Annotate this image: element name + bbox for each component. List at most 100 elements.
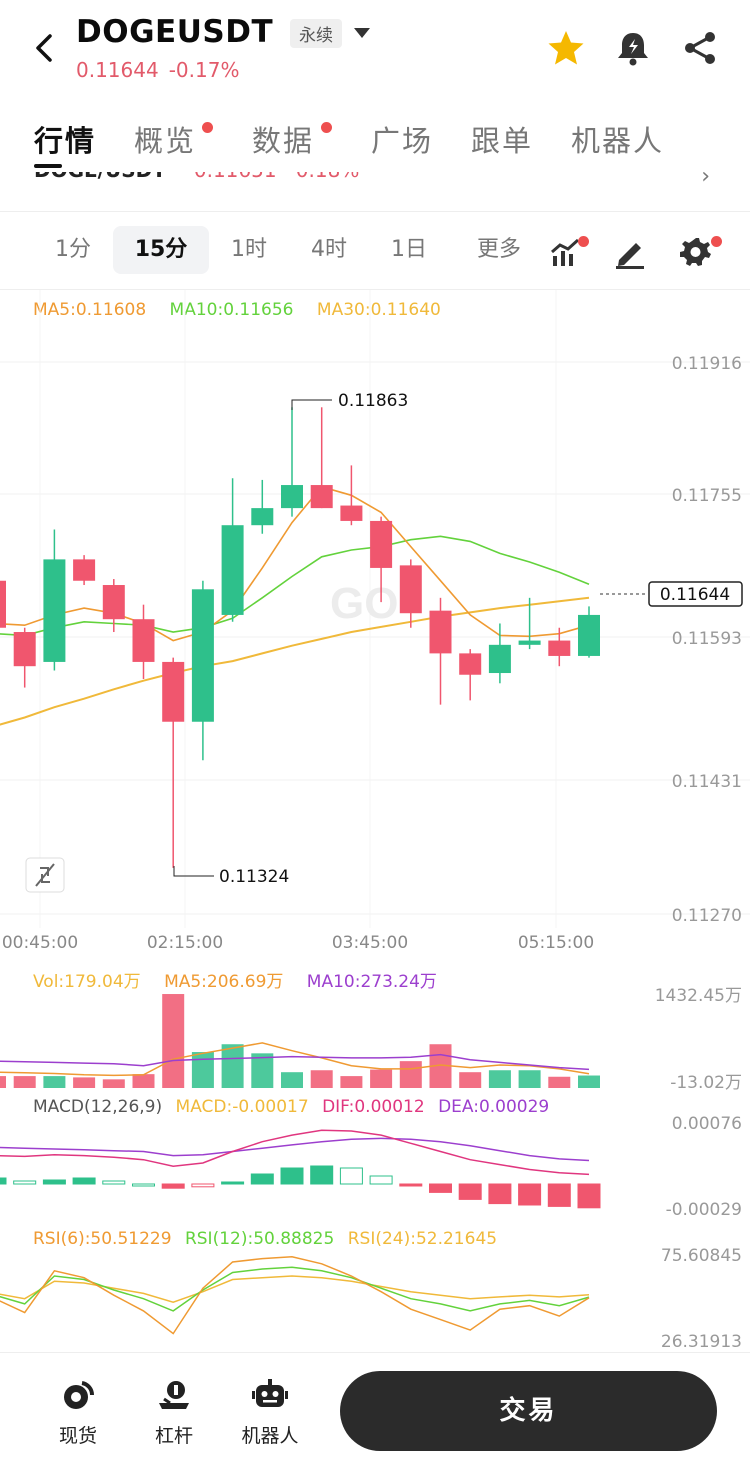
volume-bar	[0, 1076, 6, 1088]
chart-grid	[0, 290, 750, 928]
spot-coin-icon	[64, 1381, 95, 1409]
tab-data[interactable]: 数据	[252, 124, 315, 158]
candle-body	[340, 505, 363, 521]
macd-histogram-bar	[399, 1183, 423, 1187]
candle-body	[429, 610, 452, 654]
rsi6-value: RSI(6):50.51229	[33, 1229, 172, 1249]
trade-button[interactable]: 交易	[340, 1371, 717, 1451]
spot-nav[interactable]: 现货	[38, 1377, 118, 1448]
share-icon[interactable]	[680, 28, 720, 68]
back-arrow-icon[interactable]	[28, 30, 64, 66]
rsi-tick: 75.60845	[661, 1246, 742, 1266]
price-tick: 0.11593	[672, 629, 742, 649]
macd-histogram-bar	[369, 1175, 393, 1185]
notification-dot	[711, 236, 722, 247]
rsi-pane	[0, 1256, 590, 1335]
candles	[0, 407, 600, 868]
vol-ma10-value: MA10:273.24万	[306, 972, 437, 992]
candle-body	[488, 644, 511, 674]
macd-histogram-bar	[458, 1183, 482, 1200]
rsi12-line	[0, 1266, 590, 1312]
volume-bar	[281, 1072, 303, 1088]
ma10-line	[0, 535, 590, 637]
candle-body	[191, 589, 214, 722]
tab-market[interactable]: 行情	[34, 124, 97, 158]
interval-15m[interactable]: 15分	[113, 226, 209, 274]
volume-bar	[578, 1075, 600, 1088]
last-price: 0.11644	[76, 58, 159, 82]
volume-bar	[340, 1076, 363, 1088]
vol-ma5-value: MA5:206.69万	[164, 972, 284, 992]
chevron-down-icon[interactable]	[353, 27, 371, 39]
volume-bar	[102, 1079, 125, 1088]
sub-ticker-price: 0.11651	[194, 172, 277, 182]
volume-bar	[518, 1070, 541, 1088]
ma-legend: MA5:0.11608 MA10:0.11656 MA30:0.11640	[33, 300, 441, 320]
dif-value: DIF:0.00012	[322, 1097, 425, 1117]
bot-nav[interactable]: 机器人	[230, 1377, 310, 1448]
tab-overview[interactable]: 概览	[134, 124, 197, 158]
interval-4h[interactable]: 4时	[311, 237, 347, 262]
macd-pane	[0, 1129, 601, 1209]
volume-legend: Vol:179.04万 MA5:206.69万 MA10:273.24万	[33, 967, 437, 992]
volume-bar	[221, 1044, 244, 1088]
volume-bar	[132, 1074, 155, 1088]
time-tick: 00:45:00	[2, 933, 78, 953]
macd-legend: MACD(12,26,9) MACD:-0.00017 DIF:0.00012 …	[33, 1097, 549, 1117]
tab-copy-trade[interactable]: 跟单	[471, 124, 534, 158]
kline-chart[interactable]: GO 0.11916 0.11755 0.11593 0.11431 0.112…	[0, 290, 750, 1352]
macd-tick: -0.00029	[666, 1200, 742, 1220]
main-tabs: 行情 概览 数据 广场 跟单 机器人	[0, 110, 750, 172]
candle-body	[281, 485, 303, 509]
macd-histogram-bar	[102, 1180, 126, 1185]
volume-bar	[73, 1077, 96, 1088]
volume-bar	[43, 1076, 66, 1088]
price-tick: 0.11431	[672, 772, 742, 792]
price-axis: 0.11916 0.11755 0.11593 0.11431 0.11270	[672, 354, 742, 926]
ma10-value: MA10:0.11656	[169, 300, 294, 320]
interval-1h[interactable]: 1时	[231, 237, 267, 262]
notification-dot	[578, 236, 589, 247]
interval-1m[interactable]: 1分	[55, 237, 91, 262]
interval-1d[interactable]: 1日	[391, 237, 427, 262]
margin-nav[interactable]: 杠杆	[134, 1377, 214, 1448]
macd-histogram-bar	[547, 1183, 571, 1207]
macd-histogram-bar	[339, 1167, 363, 1185]
contract-type-badge: 永续	[290, 19, 342, 48]
rsi6-line	[0, 1256, 590, 1335]
interval-more[interactable]: 更多	[476, 237, 521, 262]
margin-label: 杠杆	[154, 1425, 193, 1447]
price-alert-bell-icon[interactable]	[613, 28, 653, 68]
indicator-chart-icon[interactable]	[548, 234, 584, 270]
macd-title: MACD(12,26,9)	[33, 1097, 163, 1117]
ma5-value: MA5:0.11608	[33, 300, 147, 320]
tab-bots[interactable]: 机器人	[571, 124, 665, 158]
macd-histogram-bar	[310, 1165, 334, 1185]
price-tick: 0.11270	[672, 906, 742, 926]
robot-icon	[252, 1379, 288, 1407]
current-price-box	[648, 581, 743, 607]
fullscreen-expand-icon[interactable]	[25, 857, 65, 893]
macd-histogram-bar	[280, 1167, 304, 1185]
bot-label: 机器人	[241, 1425, 299, 1447]
vol-value: Vol:179.04万	[33, 972, 141, 992]
settings-gear-icon[interactable]	[678, 234, 714, 270]
tab-square[interactable]: 广场	[371, 124, 434, 158]
draw-pencil-icon[interactable]	[612, 234, 648, 270]
sub-ticker-pair: DOGE/USDT	[34, 172, 166, 182]
candle-body	[0, 580, 6, 628]
sub-ticker-row[interactable]: DOGE/USDT 0.11651 -0.18% ›	[0, 172, 750, 212]
rsi-legend: RSI(6):50.51229 RSI(12):50.88825 RSI(24)…	[33, 1229, 497, 1249]
candle-body	[578, 614, 600, 656]
low-label: 0.11324	[219, 867, 289, 887]
volume-ma10-line	[0, 1053, 590, 1071]
volume-bar	[370, 1069, 393, 1088]
header: DOGEUSDT 永续 0.11644 -0.17%	[0, 0, 750, 100]
rsi-tick: 26.31913	[661, 1332, 742, 1352]
macd-histogram-bar	[488, 1183, 512, 1205]
ma5-line	[0, 485, 590, 642]
symbol-title[interactable]: DOGEUSDT	[76, 14, 274, 50]
macd-histogram-bar	[132, 1183, 155, 1187]
star-icon[interactable]	[546, 28, 586, 68]
time-tick: 02:15:00	[147, 933, 223, 953]
